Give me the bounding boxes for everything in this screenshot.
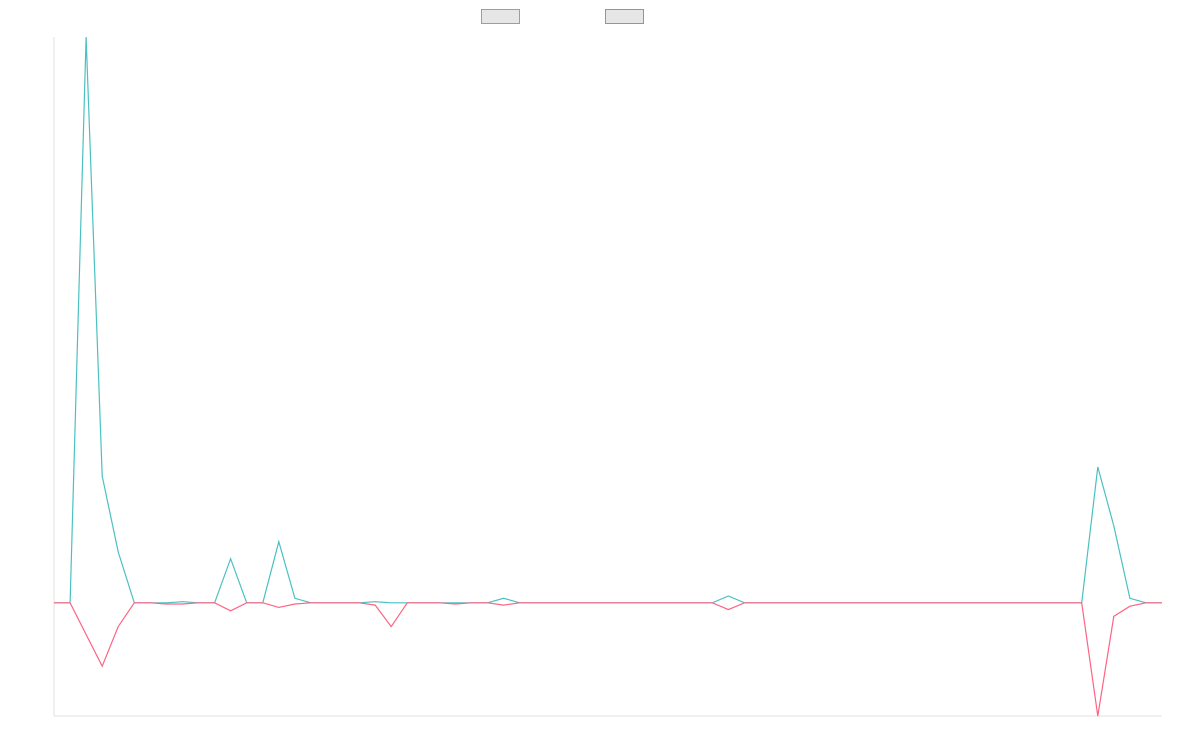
series-line-1[interactable] [54, 36, 1162, 604]
legend-swatch-series-1[interactable] [481, 9, 520, 24]
axes [53, 37, 1162, 717]
legend-swatch-series-2[interactable] [605, 9, 644, 24]
series-layer [54, 36, 1162, 717]
series-line-2[interactable] [54, 602, 1162, 717]
legend [0, 9, 1200, 27]
